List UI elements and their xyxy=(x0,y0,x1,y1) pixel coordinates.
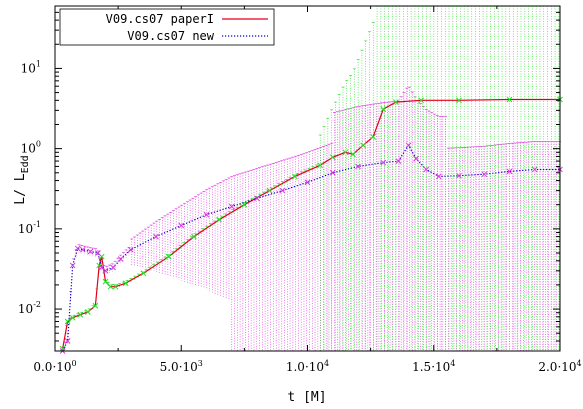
series-1-point xyxy=(360,142,366,149)
y-tick-label-2: 100 xyxy=(21,140,41,156)
series-2-point xyxy=(405,142,412,149)
errorbars-layer xyxy=(63,5,561,351)
series-2-point xyxy=(178,222,185,229)
series-2-point xyxy=(355,163,361,170)
series-2-point xyxy=(153,233,159,240)
series-1-point xyxy=(64,318,71,325)
legend-entry-2-label: V09.cs07 new xyxy=(127,29,214,43)
x-tick-label-0: 0.0·100 xyxy=(33,359,76,374)
series-2-point xyxy=(74,245,81,252)
series-2-point xyxy=(435,173,442,180)
series-2-point xyxy=(95,250,101,256)
series-1-point xyxy=(393,99,399,105)
series-2-point xyxy=(456,172,462,179)
series-layer xyxy=(59,96,563,354)
series-1-point xyxy=(456,97,462,104)
x-tick-label-3: 1.5·104 xyxy=(412,359,455,374)
series-2-point xyxy=(69,262,76,269)
y-tick-label-exponent: -2 xyxy=(33,300,41,309)
y-tick-label-base: 10 xyxy=(18,302,33,316)
legend: V09.cs07 paperI V09.cs07 new xyxy=(59,8,275,46)
y-tick-label-base: 10 xyxy=(21,61,36,75)
series-1-point xyxy=(329,154,336,161)
series-1-point xyxy=(370,134,377,140)
x-tick-label-mantissa: 0.0·10 xyxy=(33,360,71,374)
x-tick-label-4: 2.0·104 xyxy=(538,359,581,374)
series-2-point xyxy=(102,267,109,274)
series-1-point xyxy=(59,345,66,352)
series-1-point xyxy=(380,106,387,113)
x-tick-label-exponent: 4 xyxy=(324,359,329,368)
ticks-layer: 0.0·100 5.0·103 1.0·104 1.5·104 2.0·10410-21… xyxy=(18,5,582,374)
series-2-point xyxy=(423,166,430,173)
series-1-point xyxy=(102,278,109,285)
series-1-point xyxy=(342,149,349,156)
series-1-point xyxy=(350,151,356,158)
series-2-point xyxy=(304,179,311,186)
series-1-point xyxy=(112,283,119,290)
x-tick-label-mantissa: 1.5·10 xyxy=(412,360,450,374)
series-1-point xyxy=(418,97,424,104)
y-axis-title-main: L/ L xyxy=(13,173,28,204)
series-2-point xyxy=(87,248,94,255)
y-tick-label-0: 10-2 xyxy=(18,300,41,316)
series-1-point xyxy=(317,162,323,169)
y-axis-title-sub: Edd xyxy=(20,155,31,173)
series-2-point xyxy=(110,264,116,271)
y-tick-label-exponent: -1 xyxy=(33,220,41,229)
series-1-line xyxy=(62,98,560,349)
series-1-point xyxy=(140,270,147,277)
series-2-point xyxy=(117,256,124,262)
series-1-point xyxy=(191,233,197,240)
series-2-point xyxy=(64,338,71,344)
y-tick-label-1: 10-1 xyxy=(18,220,41,236)
series-2-point xyxy=(329,169,336,176)
x-tick-label-mantissa: 5.0·10 xyxy=(160,360,198,374)
x-tick-label-exponent: 4 xyxy=(577,359,582,368)
series-1-point xyxy=(84,309,91,315)
series-1-point xyxy=(165,253,172,260)
series-2-point xyxy=(531,166,538,173)
legend-entry-1-label: V09.cs07 paperI xyxy=(106,12,214,26)
x-tick-label-exponent: 0 xyxy=(72,359,77,368)
y-tick-label-exponent: 1 xyxy=(36,59,41,68)
x-tick-label-mantissa: 1.0·10 xyxy=(286,360,324,374)
y-tick-label-exponent: 0 xyxy=(36,140,41,149)
x-tick-label-1: 5.0·103 xyxy=(160,359,203,374)
legend-box xyxy=(59,8,275,46)
series-2-point xyxy=(506,168,513,175)
y-tick-label-3: 101 xyxy=(21,59,41,75)
series-2-point xyxy=(228,203,235,210)
x-tick-label-2: 1.0·104 xyxy=(286,359,329,374)
x-tick-label-mantissa: 2.0·10 xyxy=(538,360,576,374)
series-1-point xyxy=(266,187,273,194)
series-2-point xyxy=(395,158,402,164)
y-tick-label-base: 10 xyxy=(21,142,36,156)
series-2-point xyxy=(380,159,387,166)
series-2-point xyxy=(203,211,210,218)
series-1-point xyxy=(216,216,222,223)
series-1-point xyxy=(107,283,114,290)
series-2-point xyxy=(481,171,488,178)
series-2-point xyxy=(413,155,419,162)
series-1-point xyxy=(292,173,298,180)
x-tick-label-exponent: 4 xyxy=(450,359,455,368)
series-2-line xyxy=(62,144,560,352)
series-2-point xyxy=(127,246,134,253)
series-1-point xyxy=(77,311,84,318)
series-2-point xyxy=(279,187,286,194)
series-2-point xyxy=(254,195,260,202)
x-axis-title: t [M] xyxy=(287,390,326,405)
x-tick-label-exponent: 3 xyxy=(198,359,203,368)
y-tick-label-base: 10 xyxy=(18,222,33,236)
series-1-point xyxy=(92,302,99,309)
y-axis-title: L/ LEdd xyxy=(13,155,31,204)
series-1-point xyxy=(69,314,76,321)
series-1-point xyxy=(122,280,129,287)
series-2-point xyxy=(79,246,86,253)
series-1-point xyxy=(506,96,513,103)
